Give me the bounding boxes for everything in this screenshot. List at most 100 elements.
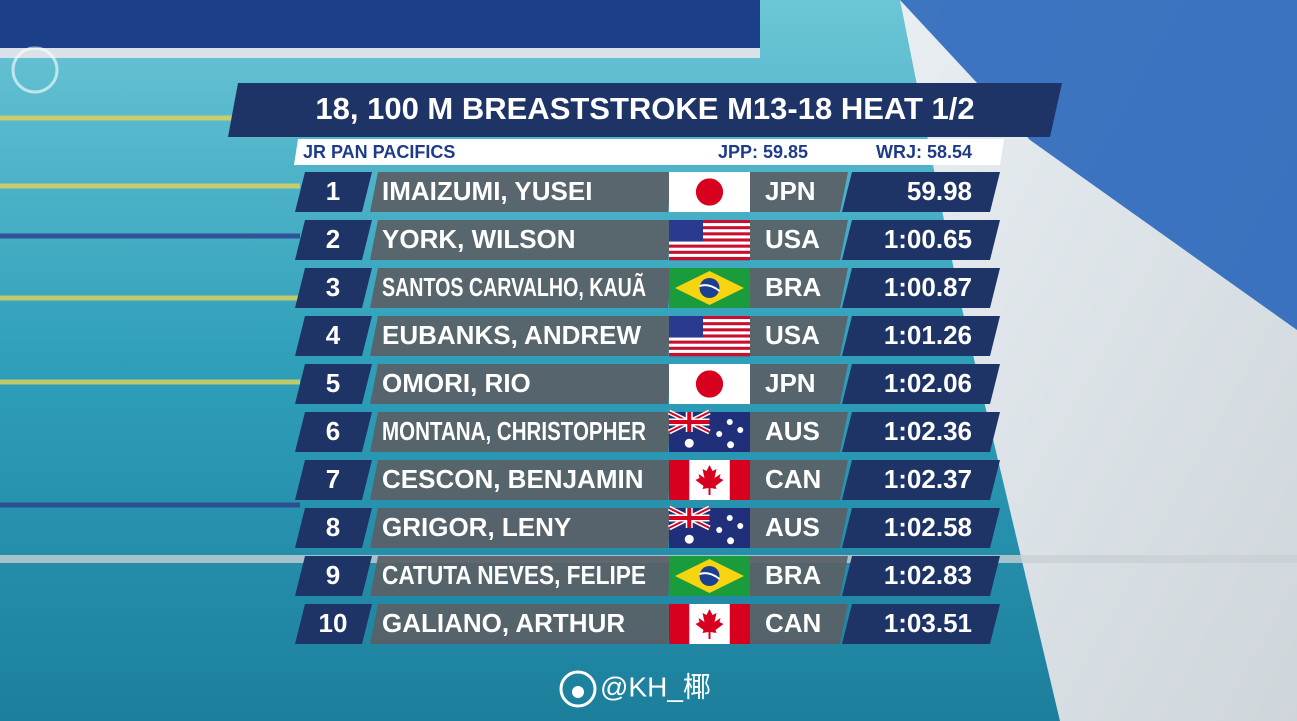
rank: 7 <box>326 464 340 494</box>
country-code: BRA <box>765 560 822 590</box>
flag <box>669 220 750 261</box>
athlete-name: EUBANKS, ANDREW <box>382 320 641 350</box>
result-row: 7 CESCON, BENJAMIN CAN 1:02.37 <box>295 460 1000 500</box>
country-box <box>750 172 848 212</box>
rank: 4 <box>326 320 341 350</box>
country-box <box>750 604 848 644</box>
flag-part <box>669 319 750 323</box>
rank-box <box>295 172 372 212</box>
flag-part <box>669 220 750 224</box>
flag-part <box>727 537 735 545</box>
swim-time: 1:02.83 <box>884 560 972 590</box>
country-box <box>750 316 848 356</box>
name-box <box>370 508 672 548</box>
flag-part <box>699 572 721 580</box>
rank: 5 <box>326 368 340 398</box>
flag-part <box>727 441 735 449</box>
time-box <box>842 172 1000 212</box>
flag-part <box>726 515 733 521</box>
flag-part <box>669 460 690 500</box>
time-box <box>842 460 1000 500</box>
flag-part <box>669 343 750 348</box>
result-row: 4 EUBANKS, ANDREW USA 1:01.26 <box>295 316 1000 357</box>
rank-box <box>295 364 372 404</box>
country-box <box>750 460 848 500</box>
flag-part <box>716 527 723 533</box>
flag-part <box>669 247 750 252</box>
country-code: CAN <box>765 464 821 494</box>
flag-part <box>669 253 750 258</box>
country-code: USA <box>765 320 820 350</box>
swim-time: 1:02.58 <box>884 512 972 542</box>
flag-part <box>669 334 750 338</box>
athlete-name: OMORI, RIO <box>382 368 531 398</box>
flag-part <box>669 244 750 248</box>
flag-part <box>669 223 750 227</box>
swim-time: 1:03.51 <box>884 608 972 638</box>
flag-part <box>716 431 723 437</box>
flag-part <box>699 566 720 586</box>
rank: 3 <box>326 272 340 302</box>
flag-part <box>669 337 750 341</box>
time-box <box>842 508 1000 548</box>
name-box <box>370 604 672 644</box>
result-row: 9 CATUTA NEVES, FELIPE BRA 1:02.83 <box>295 556 1000 596</box>
swim-time: 1:00.87 <box>884 272 972 302</box>
rank: 2 <box>326 224 340 254</box>
country-box <box>750 508 848 548</box>
flag-part <box>726 419 733 425</box>
athlete-name: IMAIZUMI, YUSEI <box>382 176 592 206</box>
result-row: 1 IMAIZUMI, YUSEI JPN 59.98 <box>295 172 1000 212</box>
flag-part <box>737 427 744 433</box>
name-box <box>370 556 672 596</box>
swim-time: 1:02.37 <box>884 464 972 494</box>
athlete-name: CATUTA NEVES, FELIPE <box>382 560 646 590</box>
name-box <box>370 460 672 500</box>
flag-part <box>699 278 720 298</box>
country-code: AUS <box>765 416 820 446</box>
country-code: AUS <box>765 512 820 542</box>
flag-part <box>699 284 721 292</box>
flag-part <box>669 232 750 236</box>
rank: 10 <box>319 608 348 638</box>
flag-part <box>669 328 750 332</box>
flag <box>669 556 750 596</box>
flag-part <box>669 349 750 354</box>
rank: 8 <box>326 512 340 542</box>
flag-part <box>684 438 694 448</box>
name-box <box>370 220 672 260</box>
athlete-name: MONTANA, CHRISTOPHER <box>382 416 646 446</box>
sub-header: JR PAN PACIFICS JPP: 59.85 WRJ: 58.54 <box>294 139 1004 165</box>
time-box <box>842 556 1000 596</box>
country-code: JPN <box>765 368 816 398</box>
flag-part <box>669 316 704 338</box>
name-box <box>370 364 672 404</box>
title-bar: 18, 100 M BREASTSTROKE M13-18 HEAT 1/2 <box>228 83 1062 137</box>
flag <box>669 316 750 357</box>
watermark-text: @KH_椰 <box>600 671 711 702</box>
result-row: 5 OMORI, RIO JPN 1:02.06 <box>295 364 1000 404</box>
flag-part <box>687 412 692 432</box>
result-row: 10 GALIANO, ARTHUR CAN 1:03.51 <box>295 604 1000 644</box>
flag-part <box>669 331 750 335</box>
results-table: 1 IMAIZUMI, YUSEI JPN 59.98 2 YORK, WILSON USA… <box>295 172 1000 644</box>
flag-part <box>669 256 750 261</box>
country-box <box>750 220 848 260</box>
flag-part <box>669 226 750 230</box>
flag-part <box>669 346 750 351</box>
country-code: USA <box>765 224 820 254</box>
country-box <box>750 412 848 452</box>
athlete-name: SANTOS CARVALHO, KAUÃ <box>382 272 646 302</box>
flag-part <box>669 325 750 329</box>
flag-part <box>669 250 750 255</box>
country-box <box>750 268 848 308</box>
name-box <box>370 412 672 452</box>
time-box <box>842 364 1000 404</box>
time-box <box>842 220 1000 260</box>
time-box <box>842 268 1000 308</box>
athlete-name: GRIGOR, LENY <box>382 512 571 542</box>
rank-box <box>295 556 372 596</box>
swim-time: 59.98 <box>907 176 972 206</box>
time-box <box>842 604 1000 644</box>
